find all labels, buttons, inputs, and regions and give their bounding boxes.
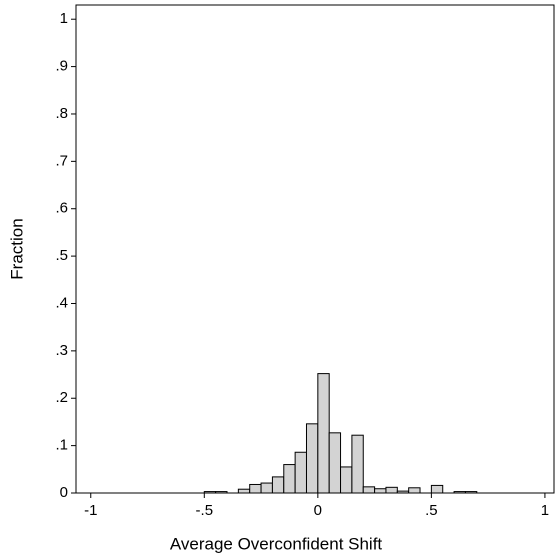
- y-tick-label: .7: [55, 152, 68, 169]
- bar: [430, 484, 444, 494]
- x-axis-label: Average Overconfident Shift: [170, 534, 383, 553]
- y-tick-label: .3: [55, 342, 68, 359]
- y-tick-label: .8: [55, 105, 68, 122]
- bar: [464, 491, 478, 494]
- bar: [396, 490, 410, 494]
- plot-frame: [75, 4, 555, 494]
- bar: [203, 491, 217, 494]
- y-axis-label: Fraction: [7, 218, 26, 279]
- bar: [294, 451, 307, 494]
- bar: [260, 482, 273, 494]
- bar: [374, 488, 387, 494]
- y-tick-label: 0: [60, 484, 68, 501]
- bar: [328, 432, 342, 494]
- bar: [340, 466, 353, 494]
- y-tick-label: .1: [55, 437, 68, 454]
- y-tick-label: 1: [60, 10, 68, 27]
- y-tick-label: .4: [55, 294, 68, 311]
- bar: [362, 486, 376, 494]
- bar: [215, 491, 228, 494]
- bar: [249, 483, 262, 494]
- bar: [305, 423, 319, 494]
- bar: [237, 488, 251, 494]
- x-tick-label: 1: [541, 502, 549, 519]
- bar: [351, 434, 364, 494]
- bar: [283, 464, 296, 494]
- x-tick-label: -1: [84, 502, 97, 519]
- y-tick-label: .5: [55, 247, 68, 264]
- bar: [271, 476, 285, 494]
- bar: [408, 487, 421, 494]
- x-tick-label: 0: [314, 502, 322, 519]
- bar: [453, 491, 466, 494]
- y-tick-label: .9: [55, 58, 68, 75]
- bar: [317, 373, 330, 494]
- bar: [385, 486, 398, 494]
- y-tick-label: .2: [55, 389, 68, 406]
- x-tick-label: -.5: [196, 502, 214, 519]
- x-tick-label: .5: [425, 502, 438, 519]
- y-tick-label: .6: [55, 200, 68, 217]
